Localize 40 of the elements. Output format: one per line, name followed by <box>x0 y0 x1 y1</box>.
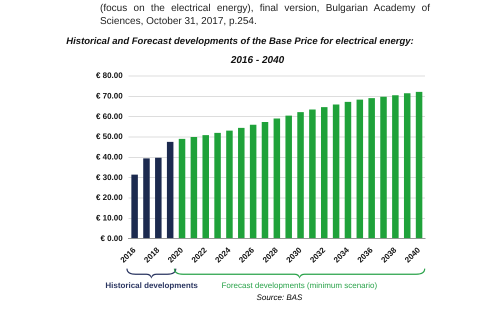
bar <box>332 104 340 238</box>
bar <box>368 98 375 238</box>
bar <box>309 110 316 238</box>
chart-subtitle: 2016 - 2040 <box>230 54 285 66</box>
text: Forecast developments (minimum scenario) <box>222 280 378 290</box>
bar <box>214 132 221 238</box>
y-tick-label: € 20.00 <box>96 193 124 202</box>
y-tick-label: € 30.00 <box>96 172 124 182</box>
bar <box>320 107 328 238</box>
y-tick-label: € 80.00 <box>96 71 124 80</box>
bar <box>131 174 138 238</box>
bar <box>380 96 387 238</box>
bar <box>202 135 209 238</box>
bar <box>226 130 233 238</box>
y-tick-label: € 70.00 <box>96 92 124 101</box>
y-tick-label: € 60.00 <box>96 112 124 121</box>
bar <box>166 142 174 238</box>
bar <box>416 92 422 238</box>
y-tick-label: € 50.00 <box>96 132 124 142</box>
bar <box>297 112 304 238</box>
bar <box>392 95 399 238</box>
y-tick-label: € 40.00 <box>96 152 124 162</box>
bar <box>190 136 198 238</box>
bar <box>344 102 352 238</box>
text: Historical developments <box>105 280 198 290</box>
chart-title: Historical and Forecast developments of the Base Price for electrical energy: <box>65 36 415 47</box>
bar <box>155 158 162 238</box>
bar <box>250 124 256 238</box>
bar <box>143 158 150 238</box>
bar <box>356 100 364 238</box>
source-note: Source: BAS <box>256 292 302 302</box>
bar <box>238 128 245 238</box>
text: (focus on the electrical energy), final version, Bulgarian Academy of Sciences, October 31, 2017, p.254. <box>100 2 430 28</box>
y-tick-label: € 0.00 <box>100 234 124 243</box>
bar <box>178 138 186 238</box>
bar <box>404 93 410 238</box>
bar <box>274 118 280 238</box>
bar <box>285 116 292 238</box>
bar <box>262 122 268 238</box>
y-tick-label: € 10.00 <box>96 214 124 222</box>
